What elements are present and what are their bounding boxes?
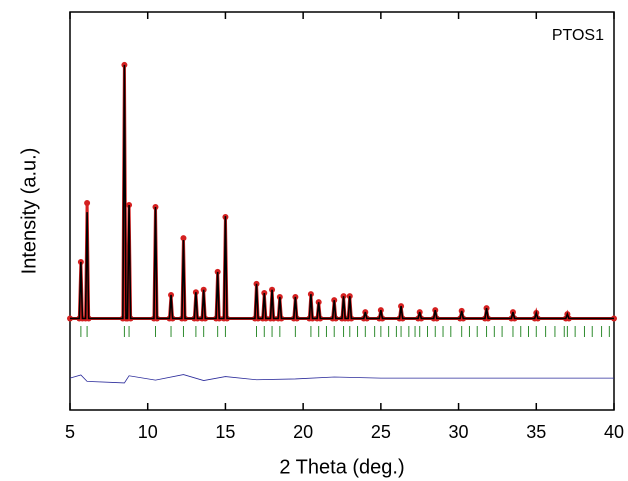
x-tick-label: 35: [526, 422, 546, 442]
y-axis-label: Intensity (a.u.): [18, 148, 40, 275]
annotation: PTOS1: [552, 27, 604, 44]
x-tick-label: 40: [604, 422, 624, 442]
plot-frame: [69, 11, 615, 411]
difference-line: [69, 374, 614, 384]
x-axis-label: 2 Theta (deg.): [279, 456, 404, 478]
observed-band: [70, 64, 614, 320]
x-tick-label: 25: [371, 422, 391, 442]
x-tick-label: 30: [449, 422, 469, 442]
x-tick-label: 10: [138, 422, 158, 442]
calculated-line: [70, 64, 614, 320]
observed-point: [180, 235, 187, 242]
observed-point: [84, 200, 91, 207]
x-tick-label: 5: [65, 422, 75, 442]
x-tick-label: 20: [293, 422, 313, 442]
x-tick-label: 15: [215, 422, 235, 442]
